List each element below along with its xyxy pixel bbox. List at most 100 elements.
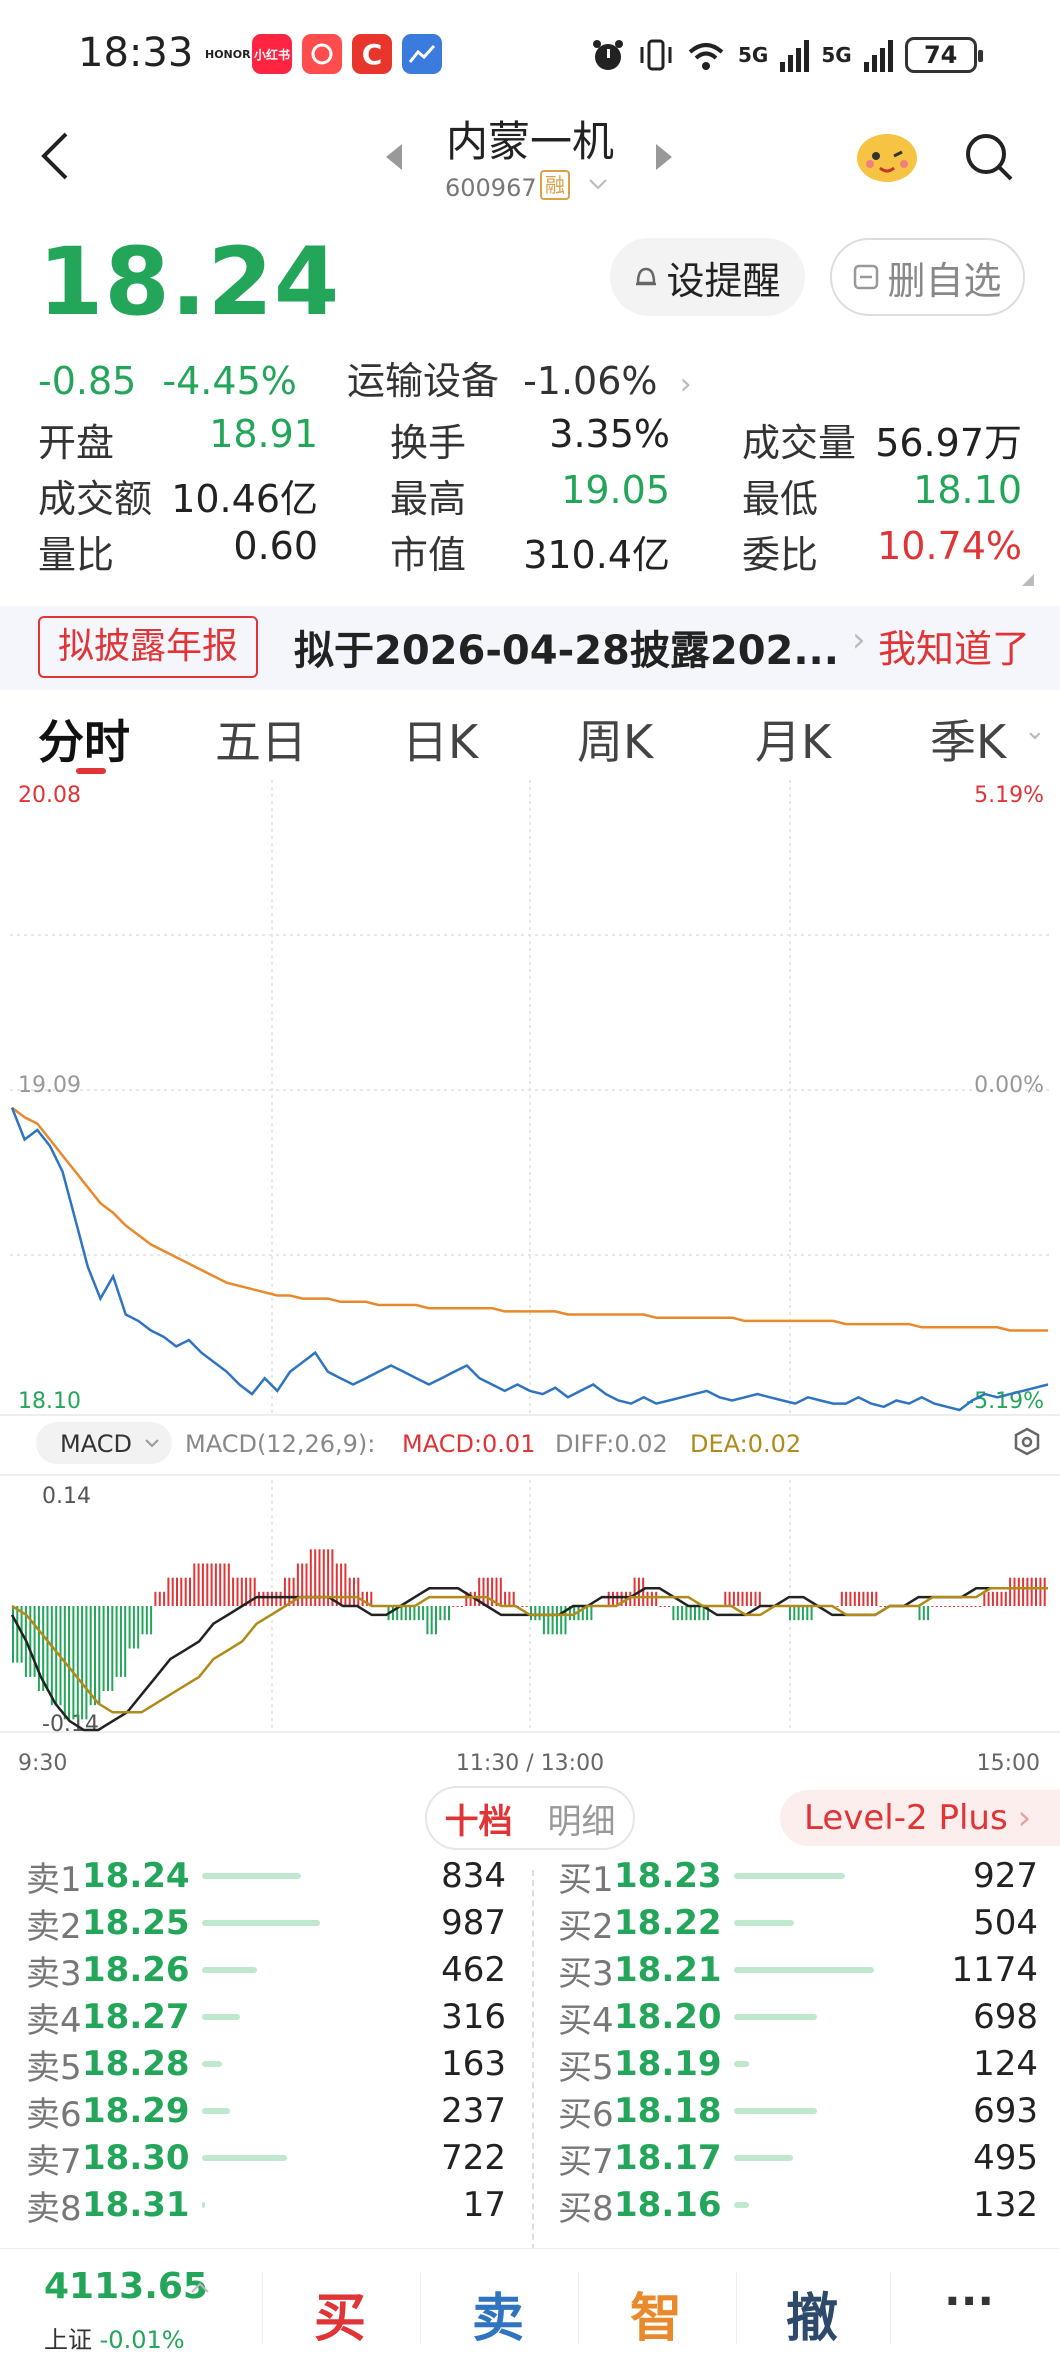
- level-volume-bar: [734, 2202, 750, 2208]
- tab-monthly-k[interactable]: 月K: [755, 715, 832, 769]
- sell-level-row[interactable]: 卖6 18.29 237: [26, 2088, 506, 2135]
- quote-label: 量比: [38, 533, 115, 577]
- sell-level-row[interactable]: 卖1 18.24 834: [26, 1853, 506, 1900]
- level-price: 18.24: [82, 1856, 190, 1896]
- macd-bar: [974, 1606, 977, 1607]
- macd-bar: [469, 1591, 472, 1606]
- level-volume: 17: [462, 2185, 506, 2225]
- macd-bar: [547, 1606, 550, 1635]
- more-button[interactable]: ···: [944, 2276, 995, 2327]
- level-price: 18.17: [614, 2138, 722, 2178]
- macd-bar: [1009, 1577, 1012, 1606]
- macd-bar: [758, 1591, 761, 1606]
- macd-bar: [361, 1591, 364, 1606]
- macd-bar: [283, 1577, 286, 1606]
- level-volume-bar: [202, 1967, 257, 1973]
- nav-separator: [262, 2272, 263, 2344]
- macd-bar: [961, 1606, 964, 1607]
- level2-button[interactable]: Level-2 Plus ›: [780, 1790, 1060, 1846]
- back-icon[interactable]: [36, 128, 76, 184]
- macd-bar: [232, 1577, 235, 1606]
- prev-stock-icon[interactable]: [384, 142, 404, 172]
- macd-bar: [633, 1577, 636, 1606]
- macd-bar: [240, 1577, 243, 1606]
- sell-level-row[interactable]: 卖2 18.25 987: [26, 1900, 506, 1947]
- sector-name: 运输设备: [346, 359, 499, 403]
- sell-level-row[interactable]: 卖8 18.31 17: [26, 2182, 506, 2229]
- sell-level-row[interactable]: 卖5 18.28 163: [26, 2041, 506, 2088]
- macd-bar: [789, 1606, 791, 1621]
- macd-bar: [927, 1606, 930, 1621]
- macd-bar: [577, 1606, 580, 1621]
- indicator-select[interactable]: [36, 1422, 172, 1464]
- macd-bar: [452, 1606, 455, 1607]
- x-label-mid: 11:30 / 13:00: [456, 1751, 604, 1776]
- bottom-bar: [0, 2248, 1060, 2376]
- macd-bar: [357, 1577, 360, 1606]
- tab-weekly-k[interactable]: 周K: [577, 715, 654, 769]
- macd-bar: [978, 1606, 981, 1607]
- chevron-down-icon[interactable]: [588, 178, 608, 192]
- chevron-down-icon[interactable]: ⌄: [1024, 716, 1046, 746]
- buy-level-row[interactable]: 买3 18.21 1174: [558, 1947, 1038, 1994]
- corner-marker-icon: [1022, 574, 1034, 586]
- macd-bar: [560, 1606, 563, 1635]
- macd-bar: [482, 1577, 485, 1606]
- y-left-max: 20.08: [18, 783, 81, 808]
- buy-level-row[interactable]: 买5 18.19 124: [558, 2041, 1038, 2088]
- macd-bar: [201, 1563, 204, 1606]
- cancel-order-button[interactable]: 撤: [786, 2289, 839, 2349]
- intraday-chart[interactable]: 20.08 5.19% 19.09 0.00% 18.10 -5.19% MAC…: [0, 770, 1060, 1790]
- macd-y-min: -0.14: [42, 1712, 99, 1737]
- smart-button[interactable]: 智: [630, 2289, 683, 2349]
- remove-watchlist-button[interactable]: 删自选: [830, 238, 1025, 316]
- dea-line: [11, 1587, 1048, 1714]
- buy-button[interactable]: 买: [314, 2289, 367, 2349]
- mascot-icon[interactable]: [852, 122, 922, 186]
- settings-icon[interactable]: [1014, 1427, 1040, 1456]
- sell-level-row[interactable]: 卖4 18.27 316: [26, 1994, 506, 2041]
- search-icon[interactable]: [962, 130, 1016, 184]
- macd-bar: [72, 1606, 75, 1720]
- buy-level-row[interactable]: 买4 18.20 698: [558, 1994, 1038, 2041]
- level-price: 18.23: [614, 1856, 722, 1896]
- tab-ten-levels[interactable]: 十档: [444, 1801, 513, 1842]
- index-value[interactable]: 4113.65: [44, 2266, 208, 2307]
- buy-level-row[interactable]: 买1 18.23 927: [558, 1853, 1038, 1900]
- sell-level-row[interactable]: 卖7 18.30 722: [26, 2135, 506, 2182]
- level-volume-bar: [202, 2061, 222, 2067]
- buy-level-row[interactable]: 买7 18.17 495: [558, 2135, 1038, 2182]
- honor-label: HONOR: [205, 48, 251, 61]
- macd-bar: [348, 1577, 351, 1606]
- price-change: -0.85: [38, 359, 137, 403]
- orderbook-divider: [532, 1870, 534, 2260]
- tab-five-day[interactable]: 五日: [215, 715, 307, 769]
- xiaohongshu-app-icon: 小红书: [252, 34, 292, 74]
- app-label: C: [361, 37, 383, 71]
- buy-level-row[interactable]: 买8 18.16 132: [558, 2182, 1038, 2229]
- macd-bar: [724, 1591, 727, 1606]
- tab-details[interactable]: 明细: [547, 1801, 616, 1842]
- tab-daily-k[interactable]: 日K: [402, 715, 479, 769]
- sell-button[interactable]: 卖: [472, 2289, 525, 2349]
- signal-icon: [863, 38, 893, 72]
- tab-quarterly-k[interactable]: 季K: [930, 715, 1007, 769]
- buy-level-row[interactable]: 买2 18.22 504: [558, 1900, 1038, 1947]
- sell-level-row[interactable]: 卖3 18.26 462: [26, 1947, 506, 1994]
- macd-bar: [266, 1591, 269, 1606]
- macd-bar: [1000, 1591, 1003, 1606]
- set-alert-button[interactable]: 设提醒: [610, 238, 805, 316]
- level-price: 18.27: [82, 1997, 190, 2037]
- level-label: 买3: [558, 1953, 614, 1994]
- macd-bar: [681, 1606, 684, 1621]
- chevron-right-icon: ›: [1017, 1798, 1032, 1838]
- change-row[interactable]: -0.85 -4.45% 运输设备 -1.06% ›: [38, 350, 692, 405]
- dismiss-button[interactable]: 我知道了: [878, 627, 1031, 671]
- tab-intraday[interactable]: 分时: [38, 715, 130, 769]
- network-type-2: 5G: [821, 43, 852, 67]
- buy-level-row[interactable]: 买6 18.18 693: [558, 2088, 1038, 2135]
- announcement-text[interactable]: 拟于2026-04-28披露202...: [294, 628, 839, 674]
- next-stock-icon[interactable]: [654, 142, 674, 172]
- macd-bar: [957, 1606, 960, 1607]
- price-line: [10, 1107, 1049, 1412]
